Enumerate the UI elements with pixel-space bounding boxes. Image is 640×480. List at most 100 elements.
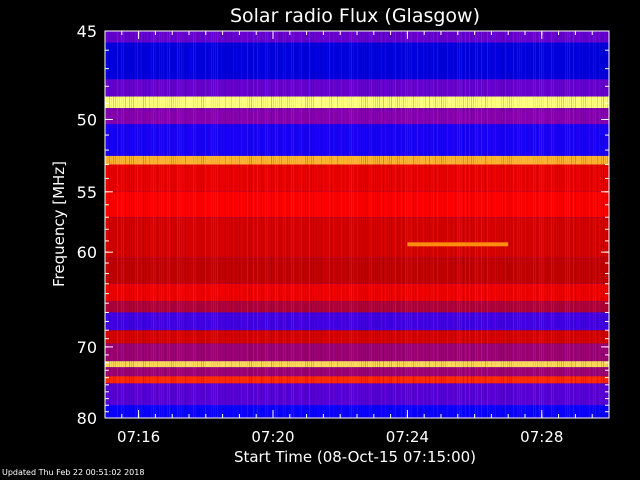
time-streak	[485, 31, 486, 418]
time-streak	[373, 31, 374, 418]
time-streak	[175, 31, 176, 418]
time-streak	[259, 31, 260, 418]
time-streak	[599, 31, 600, 418]
time-streak	[369, 31, 370, 418]
time-streak	[453, 31, 454, 418]
time-streak	[287, 31, 288, 418]
time-streak	[525, 31, 526, 418]
y-tick-label: 60	[77, 243, 97, 262]
time-streak	[201, 31, 202, 418]
frequency-band	[105, 283, 609, 302]
time-streak	[403, 31, 404, 418]
time-streak	[573, 31, 574, 418]
time-streak	[205, 31, 206, 418]
time-streak	[445, 31, 446, 418]
time-streak	[297, 31, 298, 418]
time-streak	[541, 31, 542, 418]
time-streak	[167, 31, 168, 418]
frequency-band	[105, 367, 609, 377]
time-streak	[391, 31, 392, 418]
time-streak	[475, 31, 476, 418]
time-streak	[603, 31, 604, 418]
frequency-band	[105, 79, 609, 97]
time-streak	[375, 31, 376, 418]
time-streak	[507, 31, 508, 418]
frequency-band	[105, 312, 609, 331]
time-streak	[191, 31, 192, 418]
time-streak	[183, 31, 184, 418]
time-streak	[133, 31, 134, 418]
time-streak	[107, 31, 108, 418]
time-streak	[217, 31, 218, 418]
time-streak	[545, 31, 546, 418]
time-streak	[389, 31, 390, 418]
time-streak	[585, 31, 586, 418]
time-streak	[509, 31, 510, 418]
time-streak	[387, 31, 388, 418]
time-streak	[119, 31, 120, 418]
time-streak	[481, 31, 482, 418]
time-streak	[607, 31, 608, 418]
time-streak	[395, 31, 396, 418]
time-streak	[159, 31, 160, 418]
time-streak	[597, 31, 598, 418]
time-streak	[409, 31, 410, 418]
time-streak	[441, 31, 442, 418]
time-streak	[345, 31, 346, 418]
time-streak	[185, 31, 186, 418]
time-streak	[501, 31, 502, 418]
time-streak	[333, 31, 334, 418]
time-streak	[601, 31, 602, 418]
time-streak	[141, 31, 142, 418]
frequency-band	[105, 42, 609, 80]
time-streak	[529, 31, 530, 418]
time-streak	[263, 31, 264, 418]
time-streak	[143, 31, 144, 418]
time-streak	[353, 31, 354, 418]
time-streak	[419, 31, 420, 418]
time-streak	[219, 31, 220, 418]
time-streak	[521, 31, 522, 418]
time-streak	[203, 31, 204, 418]
time-streak	[427, 31, 428, 418]
time-streak	[243, 31, 244, 418]
x-tick-label: 07:28	[520, 428, 563, 446]
frequency-band	[105, 257, 609, 284]
time-streak	[569, 31, 570, 418]
time-streak	[535, 31, 536, 418]
time-streak	[187, 31, 188, 418]
time-streak	[451, 31, 452, 418]
frequency-band	[105, 301, 609, 313]
time-streak	[137, 31, 138, 418]
time-streak	[407, 31, 408, 418]
time-streak	[469, 31, 470, 418]
time-streak	[547, 31, 548, 418]
frequency-band	[105, 361, 609, 368]
time-streak	[171, 31, 172, 418]
frequency-band	[105, 191, 609, 218]
time-streak	[165, 31, 166, 418]
frequency-band	[105, 31, 609, 43]
time-streak	[465, 31, 466, 418]
time-streak	[463, 31, 464, 418]
frequency-band	[105, 124, 609, 156]
time-streak	[273, 31, 274, 418]
time-streak	[515, 31, 516, 418]
time-streak	[437, 31, 438, 418]
time-streak	[249, 31, 250, 418]
time-streak	[315, 31, 316, 418]
time-streak	[335, 31, 336, 418]
time-streak	[557, 31, 558, 418]
time-streak	[591, 31, 592, 418]
time-streak	[425, 31, 426, 418]
time-streak	[309, 31, 310, 418]
radio-burst	[407, 242, 509, 247]
time-streak	[255, 31, 256, 418]
time-streak	[301, 31, 302, 418]
time-streak	[229, 31, 230, 418]
time-streak	[269, 31, 270, 418]
time-streak	[429, 31, 430, 418]
time-streak	[513, 31, 514, 418]
time-streak	[215, 31, 216, 418]
time-streak	[359, 31, 360, 418]
